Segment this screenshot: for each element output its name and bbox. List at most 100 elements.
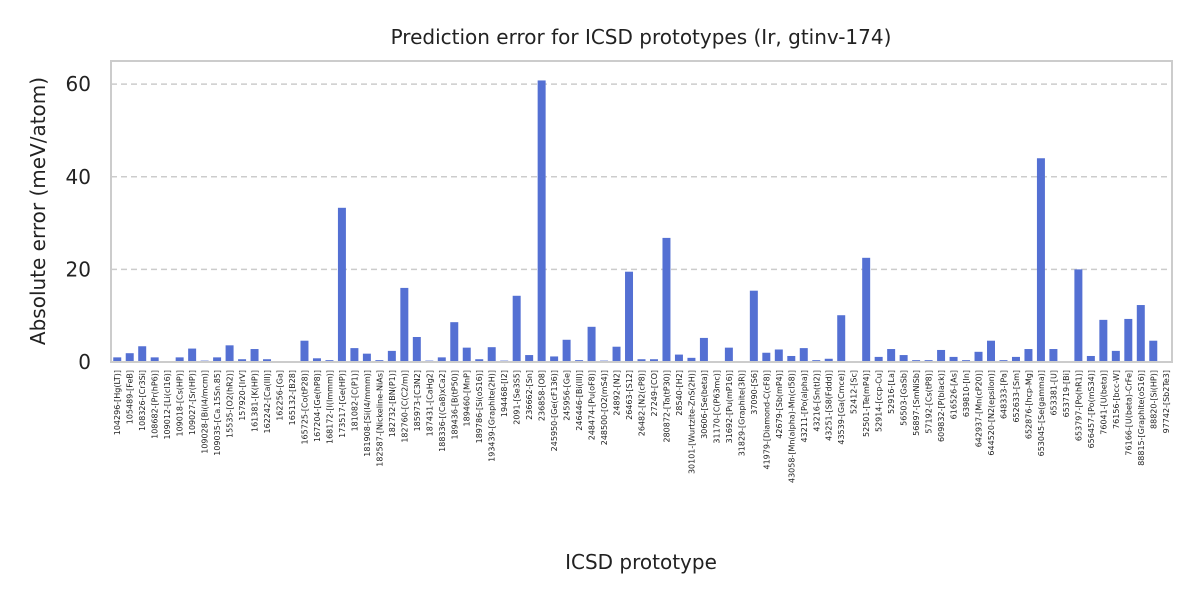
bar	[1049, 349, 1058, 362]
x-tick-label: 642937-[Mn(cP20)]	[975, 370, 984, 447]
x-tick-label: 24892-[N2]	[613, 370, 622, 416]
bar	[400, 287, 409, 362]
bar	[1099, 319, 1108, 362]
x-tick-label: 76156-[bcc-W]	[1112, 370, 1121, 429]
x-tick-label: 162242-[Ca(III)]	[263, 370, 272, 433]
x-tick-label: 26482-[N2(cP8)]	[638, 370, 647, 436]
bar	[662, 237, 671, 362]
x-tick-label: 189786-[Si(oS16)]	[475, 370, 484, 443]
bar	[862, 257, 871, 362]
y-axis-label: Absolute error (meV/atom)	[26, 77, 50, 345]
x-tick-label: 280872-[Ta(tP30)]	[662, 370, 671, 443]
bar	[1036, 158, 1045, 362]
bar	[337, 207, 346, 362]
x-tick-label: 656457-[Po(mS34)]	[1087, 370, 1096, 448]
bar	[1024, 349, 1033, 362]
x-tick-label: 246446-[Bi(III)]	[575, 370, 584, 431]
bar	[225, 345, 234, 362]
bar	[562, 339, 571, 362]
x-tick-label: 245950-[Ge(cF136)]	[550, 370, 559, 451]
x-tick-label: 652633-[Sm]	[1012, 370, 1021, 423]
x-axis-label: ICSD prototype	[565, 550, 717, 574]
x-tick-label: 248474-[Pu(oF8)]	[588, 370, 597, 440]
bar	[437, 357, 446, 362]
bar	[637, 359, 646, 362]
bar	[612, 346, 621, 362]
x-tick-label: 109012-[Li(cI16)]	[163, 370, 172, 440]
bar	[587, 326, 596, 362]
x-tick-label: 188336-[(Ca8)xCa2]	[438, 370, 447, 452]
bar	[387, 350, 396, 362]
x-tick-label: 653719-[Bi]	[1062, 370, 1071, 417]
y-tick-label: 60	[66, 72, 91, 96]
x-tick-label: 2091-[Se3S5]	[513, 370, 522, 425]
x-tick-label: 52501-[Te(mP4)]	[862, 370, 871, 437]
x-tick-label: 31829-[Graphite(3R)]	[737, 370, 746, 456]
bar	[537, 80, 546, 363]
bar	[649, 359, 658, 362]
y-tick-label: 0	[78, 350, 91, 374]
bar	[125, 353, 134, 362]
x-tick-label: 652876-[hcp-Mg]	[1024, 370, 1033, 439]
x-tick-label: 104296-[Hg(LT)]	[113, 370, 122, 435]
x-tick-label: 609832-[P(black)]	[937, 370, 946, 442]
x-tick-label: 109035-[Ca.15Sn.85]	[213, 370, 222, 456]
x-tick-label: 57192-[Cs(tP8)]	[925, 370, 934, 434]
x-tick-label: 648333-[Pa]	[999, 370, 1008, 419]
x-tick-label: 31692-[Pu(mP16)]	[725, 370, 734, 443]
x-tick-label: 182732-[BN(P1)]	[388, 370, 397, 437]
bar	[238, 359, 247, 362]
gridlines	[111, 83, 1172, 271]
x-tick-label: 27249-[CO]	[650, 370, 659, 416]
bar	[1011, 356, 1020, 362]
bar	[550, 356, 559, 362]
bar	[362, 353, 371, 362]
x-tick-label: 109027-[Sr(HP)]	[188, 370, 197, 435]
x-tick-label: 52412-[Sc]	[850, 370, 859, 414]
bar	[625, 271, 634, 362]
bar	[175, 357, 184, 362]
x-tick-label: 181082-[C(P1)]	[350, 370, 359, 431]
bars-group	[113, 80, 1170, 363]
bar	[263, 359, 272, 362]
x-tick-label: 76041-[U(beta)]	[1099, 370, 1108, 435]
x-tick-label: 194468-[I2]	[500, 370, 509, 417]
x-tick-label: 30101-[Wurtzite-ZnS(2H)]	[687, 370, 696, 474]
x-tick-label: 616526-[As]	[950, 370, 959, 419]
x-tick-label: 97742-[Sb2Te3]	[1162, 370, 1171, 433]
x-tick-label: 236662-[Sn]	[525, 370, 534, 420]
x-tick-label: 52914-[ccp-Cu]	[875, 370, 884, 432]
y-tick-label: 20	[66, 257, 91, 281]
x-tick-label: 653797-[Po(hR1)]	[1074, 370, 1083, 441]
x-tick-label: 37090-[S6]	[750, 370, 759, 415]
bar	[937, 349, 946, 362]
bar	[475, 359, 484, 362]
x-tick-label: 193439-[Graphite(2H)]	[488, 370, 497, 462]
bar	[213, 357, 222, 362]
x-tick-label: 28540-[H2]	[675, 370, 684, 416]
x-tick-label: 181908-[Si(I4/mmm)]	[363, 370, 372, 457]
bar	[312, 358, 321, 362]
bar	[874, 356, 883, 362]
x-tick-label: 43539-[Ga(Cmce)]	[837, 370, 846, 445]
x-tick-label: 653381-[U]	[1049, 370, 1058, 416]
bar	[1149, 340, 1158, 362]
x-tick-label: 108682-[Pr(hP6)]	[151, 370, 160, 439]
bar	[674, 354, 683, 362]
x-tick-label: 165725-[Co(tP28)]	[300, 370, 309, 445]
bar	[687, 357, 696, 362]
bar	[899, 355, 908, 362]
plot-frame	[110, 60, 1173, 363]
x-tick-label: 88820-[Si(HP)]	[1149, 370, 1158, 429]
x-tick-label: 76166-[U(beta)-CrFe]	[1124, 370, 1133, 456]
x-tick-label: 165132-[B28]	[288, 370, 297, 425]
x-tick-label: 644520-[N2(epsilon)]	[987, 370, 996, 456]
x-ticks: 104296-[Hg(LT)] 105489-[FeB] 108326-[Cr3Si…	[113, 370, 1171, 483]
bar	[974, 351, 983, 362]
y-tick-label: 40	[66, 165, 91, 189]
bar	[138, 346, 147, 362]
x-tick-label: 157920-[IrV]	[238, 370, 247, 421]
bar	[799, 348, 808, 362]
x-tick-label: 43058-[Mn(alpha)-Mn(cI58)]	[787, 370, 796, 483]
bar	[350, 348, 359, 362]
